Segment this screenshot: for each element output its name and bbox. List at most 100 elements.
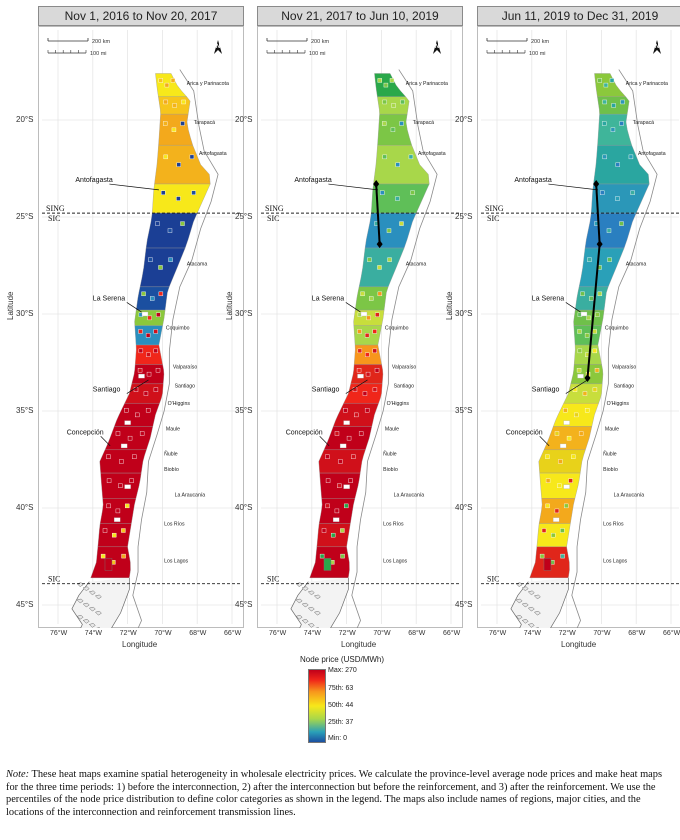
city-leader-line: [539, 436, 550, 447]
province-cell: [189, 154, 195, 160]
province-cell: [587, 257, 592, 262]
province-cell: [387, 257, 392, 262]
x-tick-label: 74°W: [523, 630, 541, 637]
province-cell: [377, 78, 383, 83]
province-cell: [138, 329, 143, 334]
region-label: Los Lagos: [164, 558, 188, 564]
panel-title: Nov 1, 2016 to Nov 20, 2017: [38, 6, 244, 26]
province-no-data: [357, 373, 364, 379]
north-arrow-icon: [653, 40, 661, 54]
x-tick-label: 74°W: [84, 630, 102, 637]
province-cell: [365, 371, 371, 377]
province-cell: [343, 408, 348, 413]
y-tick-label: 25°S: [235, 212, 253, 221]
province-cell: [372, 329, 377, 334]
province-cell: [180, 121, 185, 126]
province-cell: [619, 121, 624, 126]
city-label: La Serena: [312, 295, 344, 302]
scale-label-km: 200 km: [531, 39, 549, 45]
y-tick-label: 40°S: [455, 503, 473, 512]
province-no-data: [124, 484, 131, 489]
legend-p25: 25th: 37: [328, 719, 354, 726]
island-shape: [535, 627, 540, 628]
province-cell: [578, 431, 584, 436]
island-shape: [82, 602, 90, 608]
province-cell: [545, 454, 550, 459]
province-cell: [560, 553, 565, 559]
north-arrow-label: N: [216, 44, 220, 50]
province-cell: [572, 387, 578, 392]
island-shape: [521, 619, 529, 624]
province-cell: [121, 528, 126, 533]
province-cell: [125, 503, 130, 509]
region-label: Coquimbo: [605, 326, 629, 332]
province-cell: [358, 431, 364, 436]
note-label: Note:: [6, 769, 30, 780]
province-cell: [592, 387, 598, 392]
province-cell: [577, 329, 582, 334]
province-cell: [571, 454, 576, 459]
x-tick-label: 68°W: [189, 630, 207, 637]
scale-label-mi: 100 mi: [309, 51, 326, 57]
region-label: Biobío: [164, 467, 179, 473]
province-cell: [106, 503, 111, 509]
map-panel-2: Nov 21, 2017 to Jun 10, 2019 200 km 100 m…: [257, 6, 463, 628]
y-axis-title: Latitude: [445, 291, 454, 320]
region-label: La Araucanía: [175, 492, 206, 498]
region-label: Valparaíso: [173, 364, 198, 370]
island-shape: [82, 619, 90, 624]
scale-label-km: 200 km: [311, 39, 329, 45]
north-arrow-label: N: [655, 44, 659, 50]
province-cell: [118, 483, 123, 488]
region-label: Atacama: [187, 262, 208, 268]
province-cell: [602, 154, 607, 160]
province-cell: [372, 387, 378, 392]
y-tick-label: 45°S: [235, 600, 253, 609]
province-cell: [382, 121, 387, 126]
province-cell: [145, 333, 151, 338]
province-cell: [180, 221, 185, 226]
panel-title: Jun 11, 2019 to Dec 31, 2019: [477, 6, 680, 26]
province-no-data: [333, 517, 340, 522]
province-cell: [603, 82, 609, 88]
province-cell: [582, 391, 588, 396]
province-cell: [351, 454, 356, 459]
province-no-data: [124, 420, 131, 425]
province-cell: [191, 190, 196, 195]
sic-label: SIC: [487, 214, 499, 223]
province-no-data: [553, 517, 560, 522]
province-cell: [580, 291, 585, 297]
x-tick-label: 68°W: [628, 630, 646, 637]
province-cell: [153, 387, 159, 392]
region-label: Antofagasta: [199, 151, 227, 157]
province-cell: [137, 368, 143, 373]
province-cell: [158, 78, 164, 83]
province-cell: [395, 196, 400, 201]
line-endpoint-icon: [376, 240, 383, 249]
province-cell: [106, 454, 111, 459]
city-leader-line: [126, 302, 142, 313]
region-label: Maule: [166, 426, 180, 432]
province-region: [594, 73, 627, 97]
province-cell: [334, 508, 340, 514]
region-label: Arica y Parinacota: [187, 81, 229, 87]
province-no-data: [360, 311, 368, 317]
x-tick-label: 74°W: [303, 630, 321, 637]
island-shape: [88, 623, 96, 628]
province-cell: [319, 553, 325, 559]
province-cell: [630, 190, 635, 195]
region-label: Antofagasta: [418, 151, 446, 157]
x-tick-label: 76°W: [269, 630, 287, 637]
province-cell: [368, 296, 374, 301]
province-cell: [545, 503, 550, 509]
province-cell: [325, 478, 331, 483]
island-shape: [96, 627, 101, 628]
province-cell: [400, 99, 405, 105]
note-text: These heat maps examine spatial heteroge…: [6, 769, 663, 818]
region-label: O'Higgins: [607, 401, 630, 407]
y-tick-label: 35°S: [16, 406, 34, 415]
province-cell: [163, 99, 168, 105]
